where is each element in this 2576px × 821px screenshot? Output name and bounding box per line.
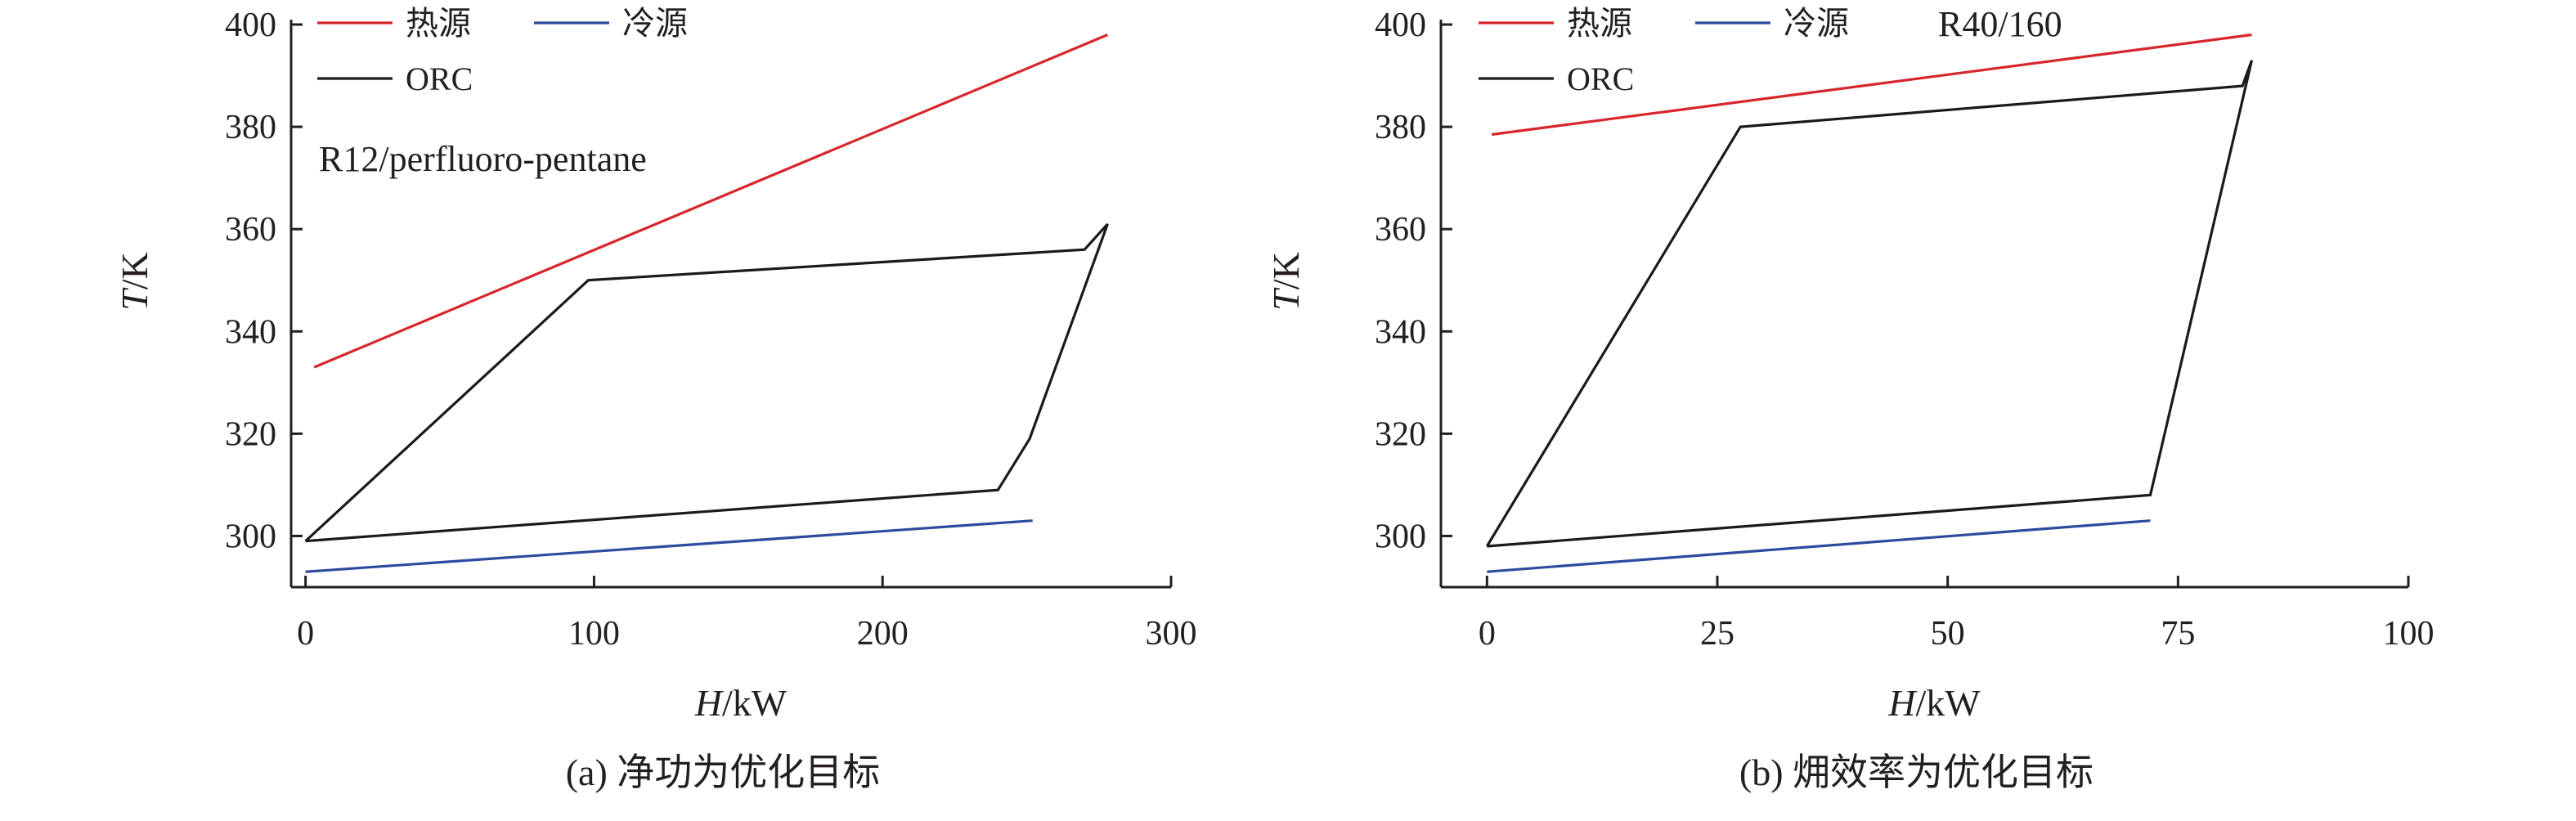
x-tick-label: 200 <box>857 615 909 653</box>
legend-label: ORC <box>1567 61 1634 97</box>
legend-label: 冷源 <box>622 5 688 42</box>
x-tick-label: 50 <box>1931 615 1965 653</box>
chart-caption: (a) 净功为优化目标 <box>566 751 881 793</box>
legend-label: 热源 <box>1567 5 1632 42</box>
y-tick-label: 360 <box>225 211 276 249</box>
y-tick-label: 400 <box>225 7 276 44</box>
y-tick-label: 340 <box>1375 313 1426 351</box>
panel-a: 300 320 340 360 380 400 0 100 200 300 H/kW T/K 热源 冷源 O… <box>114 5 1197 793</box>
x-tick-label: 25 <box>1700 615 1735 653</box>
y-tick-label: 380 <box>225 109 276 146</box>
panel-b: 300 320 340 360 380 400 0 25 50 75 100 H/kW T/K 热源 冷源 O… <box>1265 4 2435 793</box>
y-tick-label: 400 <box>1375 7 1426 44</box>
series-line-orc <box>1485 60 2254 548</box>
x-tick-label: 0 <box>1479 615 1496 653</box>
chart-annotation: R40/160 <box>1938 4 2062 44</box>
x-tick-label: 100 <box>568 615 620 653</box>
series-line-cold <box>1487 519 2151 573</box>
y-tick-label: 300 <box>225 518 276 555</box>
y-axis-label: T/K <box>1265 252 1307 311</box>
x-axis-label: H/kW <box>694 682 788 724</box>
legend-label: 冷源 <box>1784 5 1849 42</box>
chart-caption: (b) 㶲效率为优化目标 <box>1739 751 2094 793</box>
y-tick-label: 300 <box>1375 518 1426 555</box>
y-tick-label: 320 <box>225 415 276 453</box>
series-line-cold <box>305 519 1033 573</box>
y-tick-label: 340 <box>225 313 276 351</box>
x-tick-label: 75 <box>2161 615 2195 653</box>
y-axis-label: T/K <box>114 252 155 311</box>
legend-label: 热源 <box>406 5 471 42</box>
x-tick-label: 0 <box>297 615 314 653</box>
y-tick-label: 320 <box>1375 415 1426 453</box>
series-line-orc <box>304 222 1109 543</box>
y-tick-label: 360 <box>1375 211 1426 249</box>
y-tick-label: 380 <box>1375 109 1426 146</box>
x-tick-label: 300 <box>1146 615 1197 653</box>
series-line-hot <box>1491 33 2252 137</box>
x-tick-label: 100 <box>2383 615 2435 653</box>
legend-label: ORC <box>406 61 473 97</box>
chart-annotation: R12/perfluoro-pentane <box>319 139 647 179</box>
x-axis-label: H/kW <box>1887 682 1981 724</box>
series-line-hot <box>313 34 1109 369</box>
